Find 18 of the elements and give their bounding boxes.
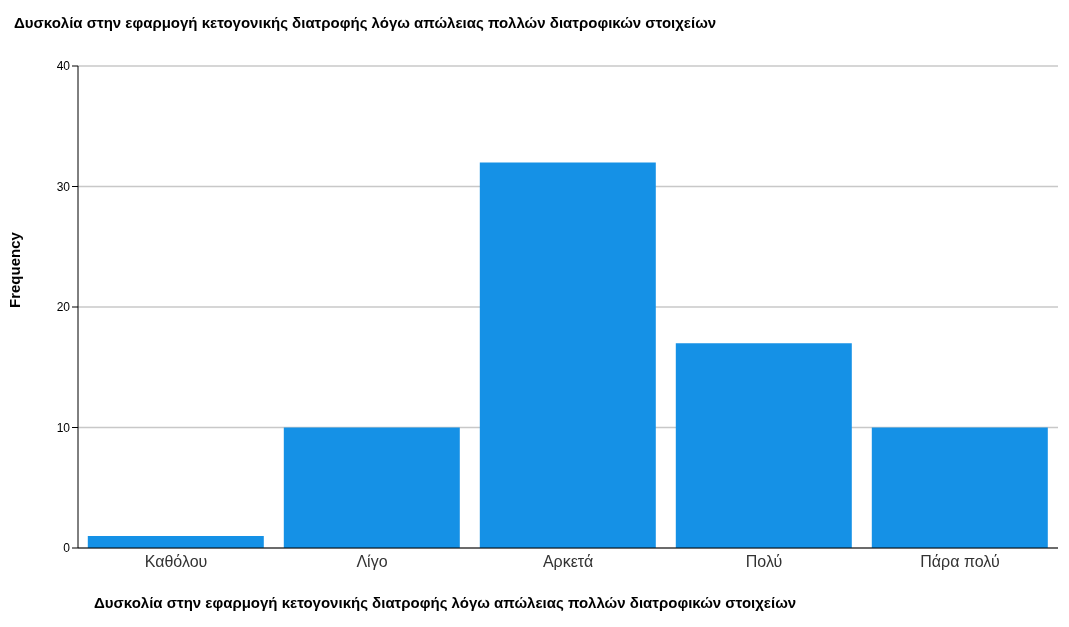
bar: [871, 427, 1048, 548]
bar: [675, 343, 852, 548]
y-tick-label: 20: [56, 300, 71, 315]
bar: [283, 427, 460, 548]
y-axis-title: Frequency: [6, 232, 23, 308]
bar: [87, 535, 264, 548]
x-tick-label: Καθόλου: [144, 553, 208, 571]
y-tick-label: 30: [56, 179, 71, 194]
x-tick-label: Πάρα πολύ: [920, 553, 1000, 571]
chart-title: Δυσκολία στην εφαρμογή κετογονικής διατροφής λόγω απώλειας πολλών διατροφικών στοιχείων: [14, 14, 717, 31]
x-tick-label: Πολύ: [745, 553, 783, 571]
x-tick-label: Λίγο: [356, 553, 388, 571]
y-tick-label: 10: [56, 420, 71, 435]
x-tick-label: Αρκετά: [542, 553, 594, 571]
bar: [479, 162, 656, 548]
x-axis-title: Δυσκολία στην εφαρμογή κετογονικής διατροφής λόγω απώλειας πολλών διατροφικών στοιχείων: [94, 594, 797, 611]
y-tick-label: 40: [56, 59, 71, 74]
y-tick-label: 0: [63, 541, 71, 556]
